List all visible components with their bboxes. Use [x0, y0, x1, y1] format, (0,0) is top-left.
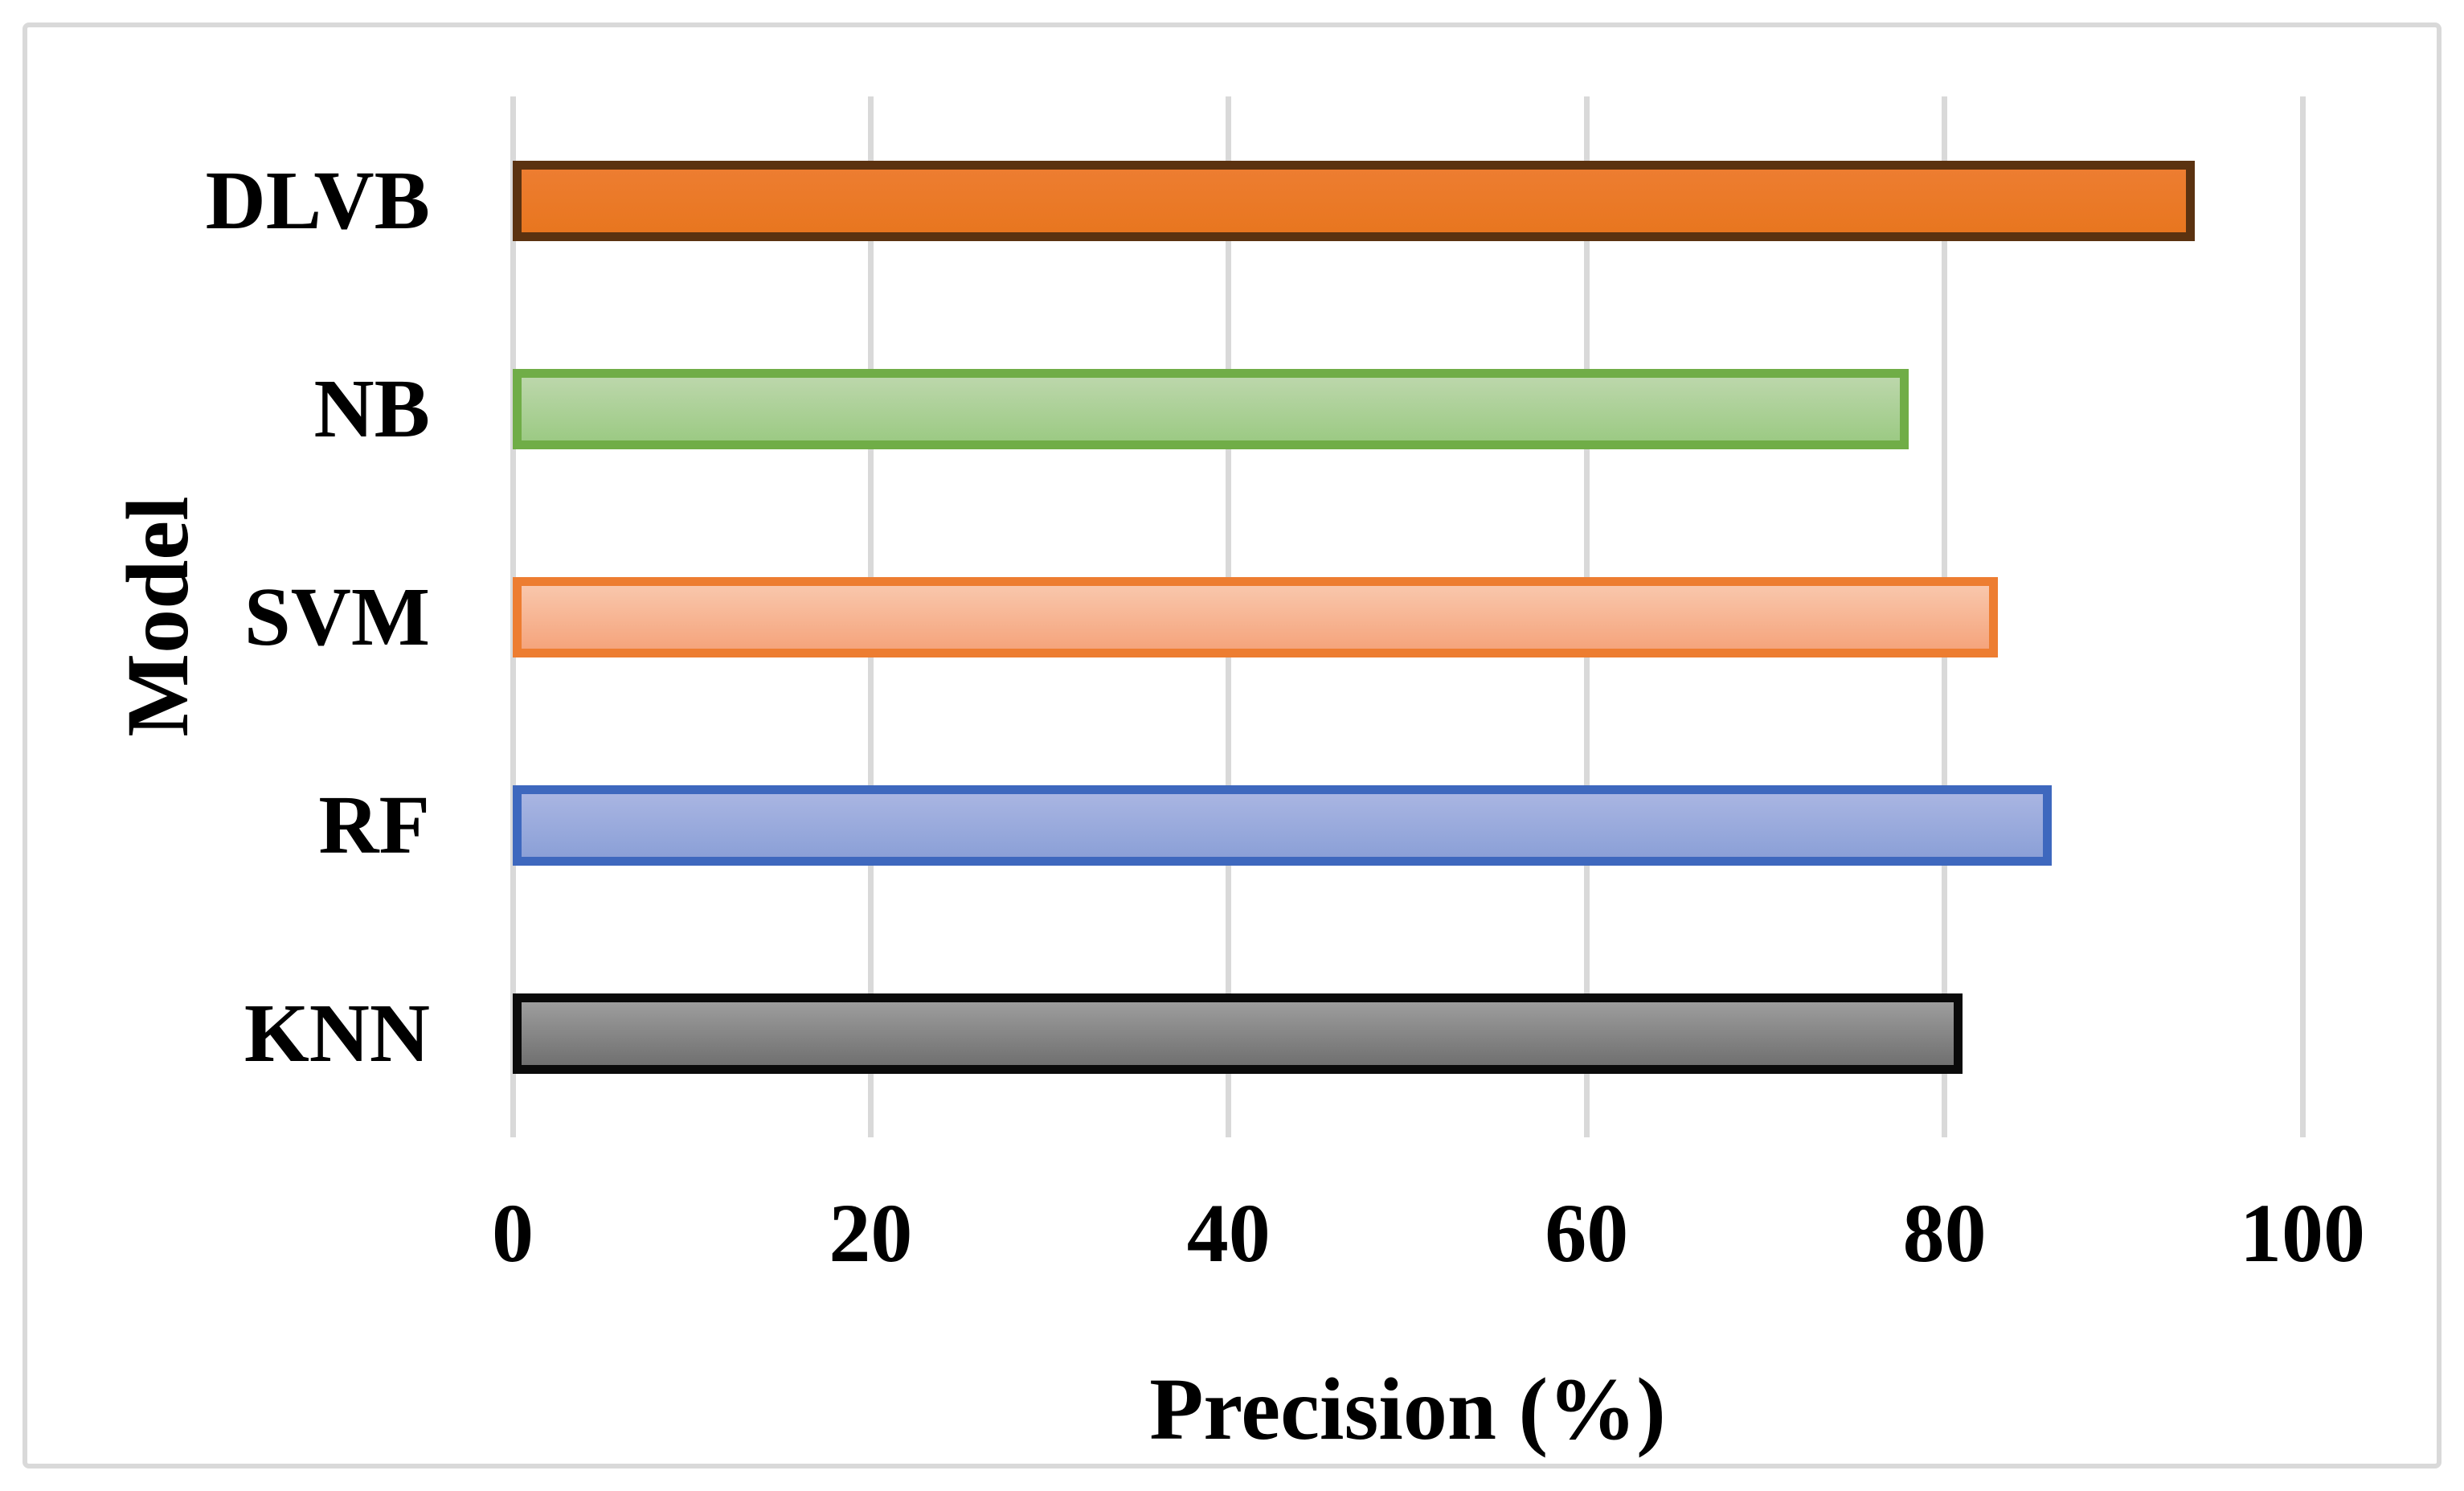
y-axis-title: Model — [108, 496, 207, 737]
category-label-knn: KNN — [244, 986, 430, 1079]
figure-border-frame — [23, 23, 2441, 1468]
category-label-nb: NB — [313, 362, 430, 455]
bar-rf — [513, 784, 2053, 866]
category-label-dlvb: DLVB — [205, 154, 430, 247]
x-tick-label-20: 20 — [829, 1187, 913, 1280]
x-tick-label-40: 40 — [1186, 1187, 1271, 1280]
bar-nb — [513, 368, 1909, 449]
category-label-rf: RF — [318, 778, 430, 871]
bar-dlvb — [513, 160, 2196, 241]
x-tick-label-80: 80 — [1902, 1187, 1987, 1280]
x-tick-label-0: 0 — [492, 1187, 534, 1280]
x-axis-title: Precision (%) — [1149, 1360, 1666, 1458]
x-tick-label-100: 100 — [2240, 1187, 2365, 1280]
bar-svm — [513, 576, 1999, 657]
gridline-x-100 — [2299, 96, 2306, 1137]
category-label-svm: SVM — [244, 570, 430, 663]
bar-knn — [513, 993, 1963, 1074]
x-tick-label-60: 60 — [1545, 1187, 1629, 1280]
